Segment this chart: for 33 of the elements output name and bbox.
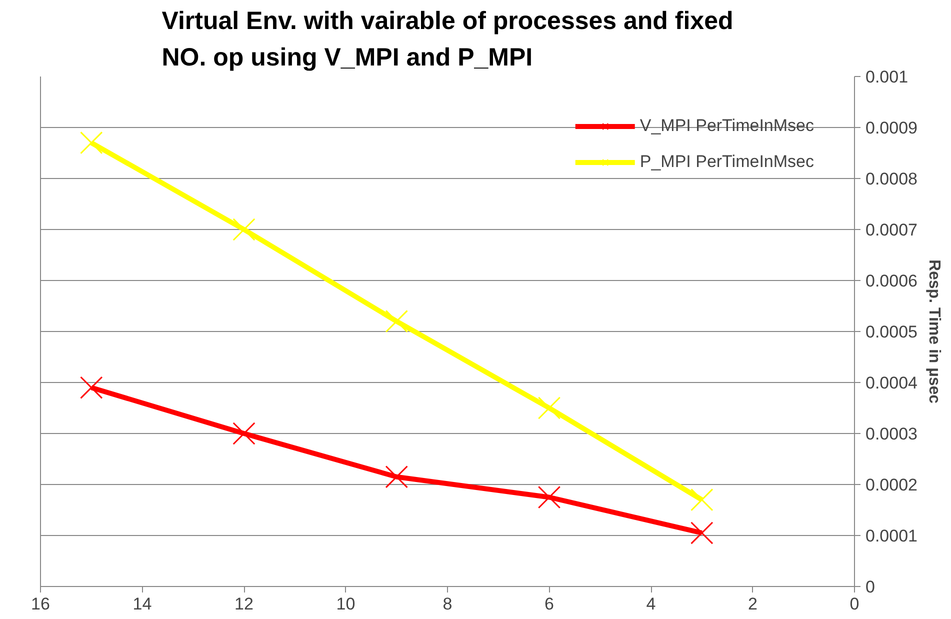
x-tick-label: 16 bbox=[31, 594, 50, 614]
y-tick-label: 0 bbox=[866, 578, 875, 596]
x-tick-label: 14 bbox=[132, 594, 152, 614]
point bbox=[690, 522, 714, 544]
point bbox=[385, 465, 408, 488]
y-tick-label: 0.0008 bbox=[866, 170, 918, 188]
point bbox=[690, 488, 714, 512]
x-tick-label: 10 bbox=[336, 594, 356, 614]
chart-title: Virtual Env. with vairable of processes and fixed NO. op using V_MPI and P_MPI bbox=[162, 7, 734, 72]
y-tick-label: 0.0002 bbox=[866, 476, 918, 494]
y-tick-label: 0.0004 bbox=[866, 374, 918, 392]
point bbox=[385, 310, 408, 333]
x-tick-label: 6 bbox=[544, 594, 554, 614]
x-tick-label: 4 bbox=[646, 594, 656, 614]
x-tick-label: 0 bbox=[850, 594, 860, 614]
point bbox=[232, 422, 256, 445]
x-tick-label: 12 bbox=[234, 594, 254, 614]
y-tick-label: 0.0007 bbox=[866, 220, 918, 240]
legend-label: P_MPI PerTimeInMsec bbox=[640, 152, 814, 172]
point bbox=[232, 218, 256, 241]
y-tick-label: 0.0001 bbox=[866, 526, 918, 546]
point bbox=[80, 376, 103, 399]
point bbox=[538, 486, 561, 509]
y-tick-label: 0.0005 bbox=[866, 322, 918, 342]
point bbox=[538, 396, 561, 420]
y-tick-label: 0.0006 bbox=[866, 272, 918, 290]
point bbox=[80, 131, 103, 154]
x-tick-label: 2 bbox=[748, 594, 758, 614]
y-tick-label: 0.0003 bbox=[866, 424, 918, 444]
y-tick-label: 0.0009 bbox=[866, 118, 918, 138]
x-tick-label: 8 bbox=[442, 594, 452, 614]
y-axis-title: Resp. Time in µsec bbox=[925, 259, 942, 404]
y-tick-label: 0.001 bbox=[866, 68, 908, 86]
